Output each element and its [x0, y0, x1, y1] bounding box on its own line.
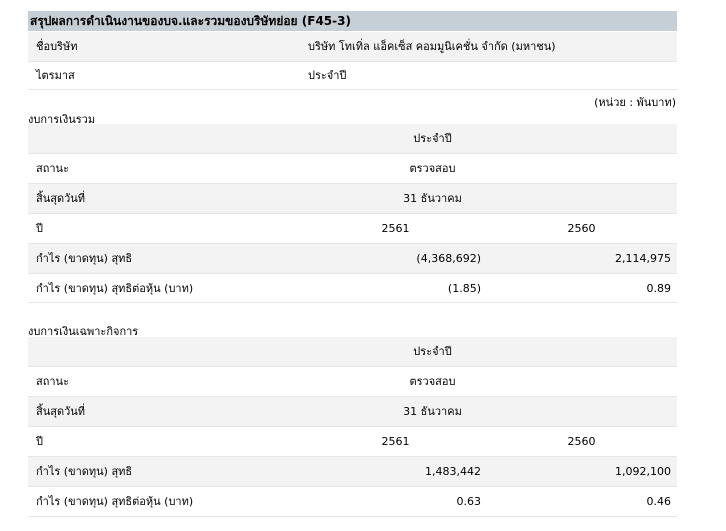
consolidated-heading: งบการเงินรวม	[28, 113, 96, 126]
end-date-label: สิ้นสุดวันที่	[36, 405, 86, 418]
period-value: ประจำปี	[413, 132, 452, 145]
year-2: 2560	[567, 435, 596, 448]
net-profit-label: กำไร (ขาดทุน) สุทธิ	[36, 465, 133, 478]
consolidated-end-row: สิ้นสุดวันที่ 31 ธันวาคม	[28, 184, 677, 214]
net-profit-year-2: 1,092,100	[615, 465, 671, 478]
separate-status-row: สถานะ ตรวจสอบ	[28, 367, 677, 397]
eps-year-2: 0.89	[646, 282, 672, 295]
eps-year-1: 0.63	[456, 495, 482, 508]
end-date-value: 31 ธันวาคม	[403, 405, 462, 418]
separate-eps-row: กำไร (ขาดทุน) สุทธิต่อหุ้น (บาท) 0.63 0.…	[28, 487, 677, 517]
eps-label: กำไร (ขาดทุน) สุทธิต่อหุ้น (บาท)	[36, 495, 194, 508]
year-1: 2561	[381, 435, 410, 448]
consolidated-status-row: สถานะ ตรวจสอบ	[28, 154, 677, 184]
status-value: ตรวจสอบ	[409, 375, 456, 388]
end-date-label: สิ้นสุดวันที่	[36, 192, 86, 205]
consolidated-period-row: ประจำปี	[28, 124, 677, 154]
status-label: สถานะ	[36, 375, 69, 388]
year-2: 2560	[567, 222, 596, 235]
net-profit-label: กำไร (ขาดทุน) สุทธิ	[36, 252, 133, 265]
quarter-label: ไตรมาส	[36, 69, 75, 82]
report-title: สรุปผลการดำเนินงานของบจ.และรวมของบริษัทย…	[28, 11, 677, 31]
separate-heading: งบการเงินเฉพาะกิจการ	[28, 325, 139, 338]
eps-label: กำไร (ขาดทุน) สุทธิต่อหุ้น (บาท)	[36, 282, 194, 295]
end-date-value: 31 ธันวาคม	[403, 192, 462, 205]
quarter-row: ไตรมาส ประจำปี	[28, 62, 677, 90]
net-profit-year-1: 1,483,442	[425, 465, 481, 478]
consolidated-net-profit-row: กำไร (ขาดทุน) สุทธิ (4,368,692) 2,114,97…	[28, 244, 677, 274]
consolidated-year-row: ปี 2561 2560	[28, 214, 677, 244]
status-value: ตรวจสอบ	[409, 162, 456, 175]
consolidated-eps-row: กำไร (ขาดทุน) สุทธิต่อหุ้น (บาท) (1.85) …	[28, 274, 677, 303]
year-label: ปี	[36, 435, 43, 448]
unit-label: (หน่วย : พันบาท)	[594, 96, 676, 109]
net-profit-year-1: (4,368,692)	[416, 252, 481, 265]
separate-period-row: ประจำปี	[28, 337, 677, 367]
status-label: สถานะ	[36, 162, 69, 175]
net-profit-year-2: 2,114,975	[615, 252, 671, 265]
separate-net-profit-row: กำไร (ขาดทุน) สุทธิ 1,483,442 1,092,100	[28, 457, 677, 487]
separate-end-row: สิ้นสุดวันที่ 31 ธันวาคม	[28, 397, 677, 427]
quarter-value: ประจำปี	[308, 69, 347, 82]
separate-year-row: ปี 2561 2560	[28, 427, 677, 457]
company-row: ชื่อบริษัท บริษัท โทเทิ่ล แอ็คเซ็ส คอมมู…	[28, 32, 677, 62]
year-label: ปี	[36, 222, 43, 235]
eps-year-1: (1.85)	[447, 282, 481, 295]
eps-year-2: 0.46	[646, 495, 672, 508]
company-value: บริษัท โทเทิ่ล แอ็คเซ็ส คอมมูนิเคชั่น จำ…	[308, 40, 556, 53]
year-1: 2561	[381, 222, 410, 235]
company-label: ชื่อบริษัท	[36, 40, 78, 53]
period-value: ประจำปี	[413, 345, 452, 358]
